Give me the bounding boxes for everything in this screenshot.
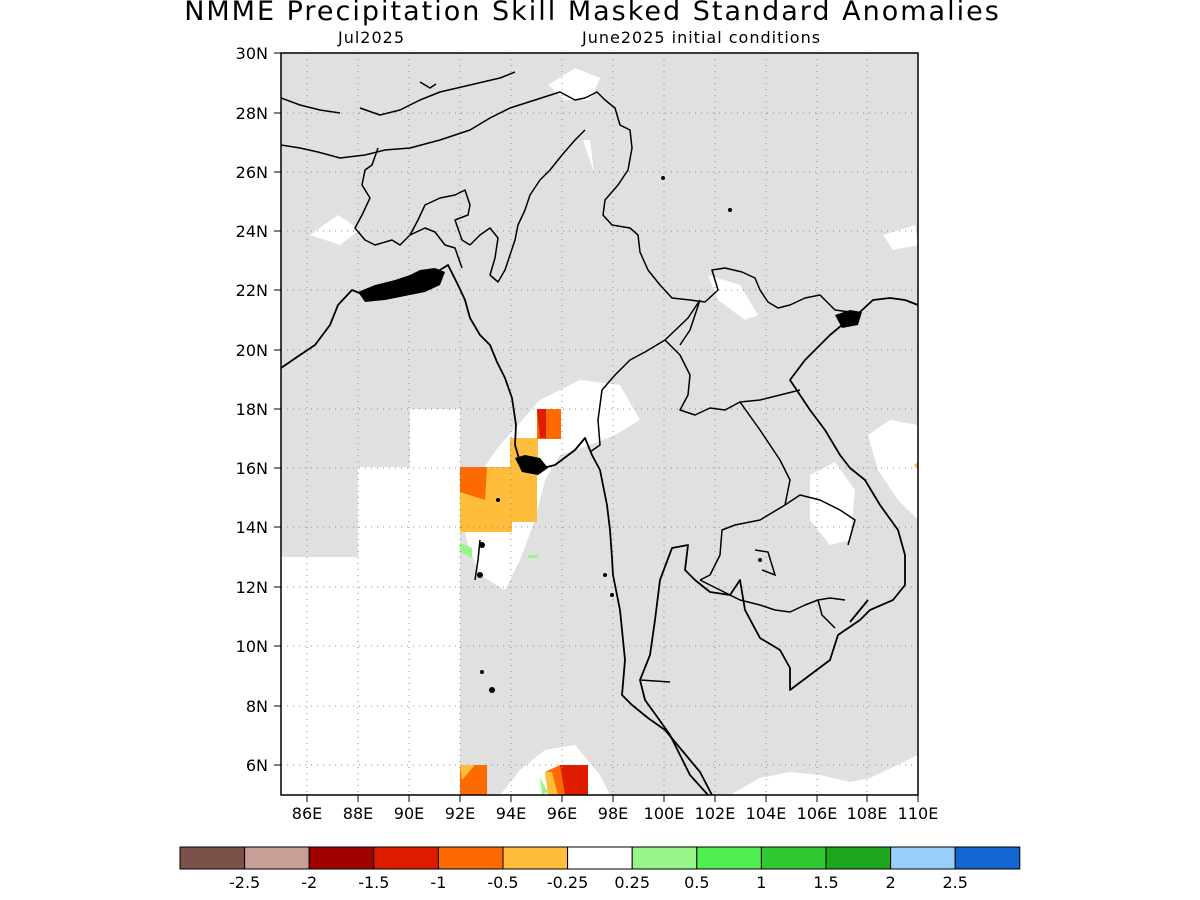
color-legend: -2.5 -2 -1.5 -1 -0.5 -0.25 0.25 0.5 1 1.5 2 2.5	[179, 846, 1021, 892]
lat-label: 22N	[236, 281, 268, 300]
legend-swatch	[567, 846, 633, 870]
lat-label: 28N	[236, 104, 268, 123]
dry-anomaly-patches	[460, 409, 918, 795]
legend-label: 2	[886, 873, 896, 892]
lat-label: 30N	[236, 44, 268, 63]
legend-swatch	[954, 846, 1021, 870]
lat-label: 6N	[246, 756, 268, 775]
coastal-details	[358, 176, 862, 693]
lon-label: 94E	[496, 804, 526, 823]
legend-label: 0.25	[614, 873, 650, 892]
chart-title: NMME Precipitation Skill Masked Standard…	[184, 0, 1001, 27]
legend-swatch	[244, 846, 310, 870]
lat-label: 14N	[236, 518, 268, 537]
map-frame	[280, 52, 919, 796]
initial-conditions: June2025 initial conditions	[582, 28, 822, 47]
lon-label: 90E	[394, 804, 424, 823]
lon-label: 102E	[695, 804, 736, 823]
lon-label: 100E	[644, 804, 685, 823]
legend-label: 0.5	[684, 873, 709, 892]
legend-label: 2.5	[942, 873, 967, 892]
lat-label: 10N	[236, 637, 268, 656]
legend-swatch	[437, 846, 504, 870]
lon-label: 104E	[746, 804, 787, 823]
legend-label: 1	[756, 873, 766, 892]
legend-label: 1.5	[813, 873, 838, 892]
lat-label: 20N	[236, 341, 268, 360]
legend-swatch	[890, 846, 956, 870]
lat-label: 16N	[236, 459, 268, 478]
lon-label: 98E	[598, 804, 628, 823]
lat-label: 12N	[236, 578, 268, 597]
country-borders	[281, 71, 856, 683]
legend-swatch	[502, 846, 569, 870]
legend-label: -0.5	[487, 873, 518, 892]
lat-label: 18N	[236, 400, 268, 419]
legend-swatch	[760, 846, 827, 870]
legend-swatch	[696, 846, 762, 870]
legend-label: -2.5	[229, 873, 260, 892]
lat-label: 24N	[236, 222, 268, 241]
legend-swatch	[631, 846, 698, 870]
lon-label: 86E	[292, 804, 322, 823]
legend-swatch	[373, 846, 439, 870]
forecast-month: Jul2025	[338, 28, 406, 47]
legend-swatch	[179, 846, 246, 870]
legend-swatch	[825, 846, 892, 870]
island-outlines	[419, 81, 777, 581]
map-plot-area	[281, 53, 918, 795]
lat-label: 8N	[246, 697, 268, 716]
latitude-axis: 30N 28N 26N 24N 22N 20N 18N 16N 14N 12N …	[236, 44, 281, 775]
wet-anomaly-patches	[460, 543, 548, 795]
legend-swatch	[308, 846, 375, 870]
legend-label: -1.5	[358, 873, 389, 892]
legend-label: -1	[430, 873, 446, 892]
lon-label: 106E	[797, 804, 838, 823]
lat-label: 26N	[236, 163, 268, 182]
lon-label: 88E	[343, 804, 373, 823]
lon-label: 96E	[547, 804, 577, 823]
lon-label: 110E	[898, 804, 939, 823]
lon-label: 92E	[445, 804, 475, 823]
lon-label: 108E	[847, 804, 888, 823]
longitude-axis: 86E 88E 90E 92E 94E 96E 98E 100E 102E 10…	[292, 795, 939, 823]
legend-label: -2	[301, 873, 317, 892]
legend-label: -0.25	[547, 873, 588, 892]
